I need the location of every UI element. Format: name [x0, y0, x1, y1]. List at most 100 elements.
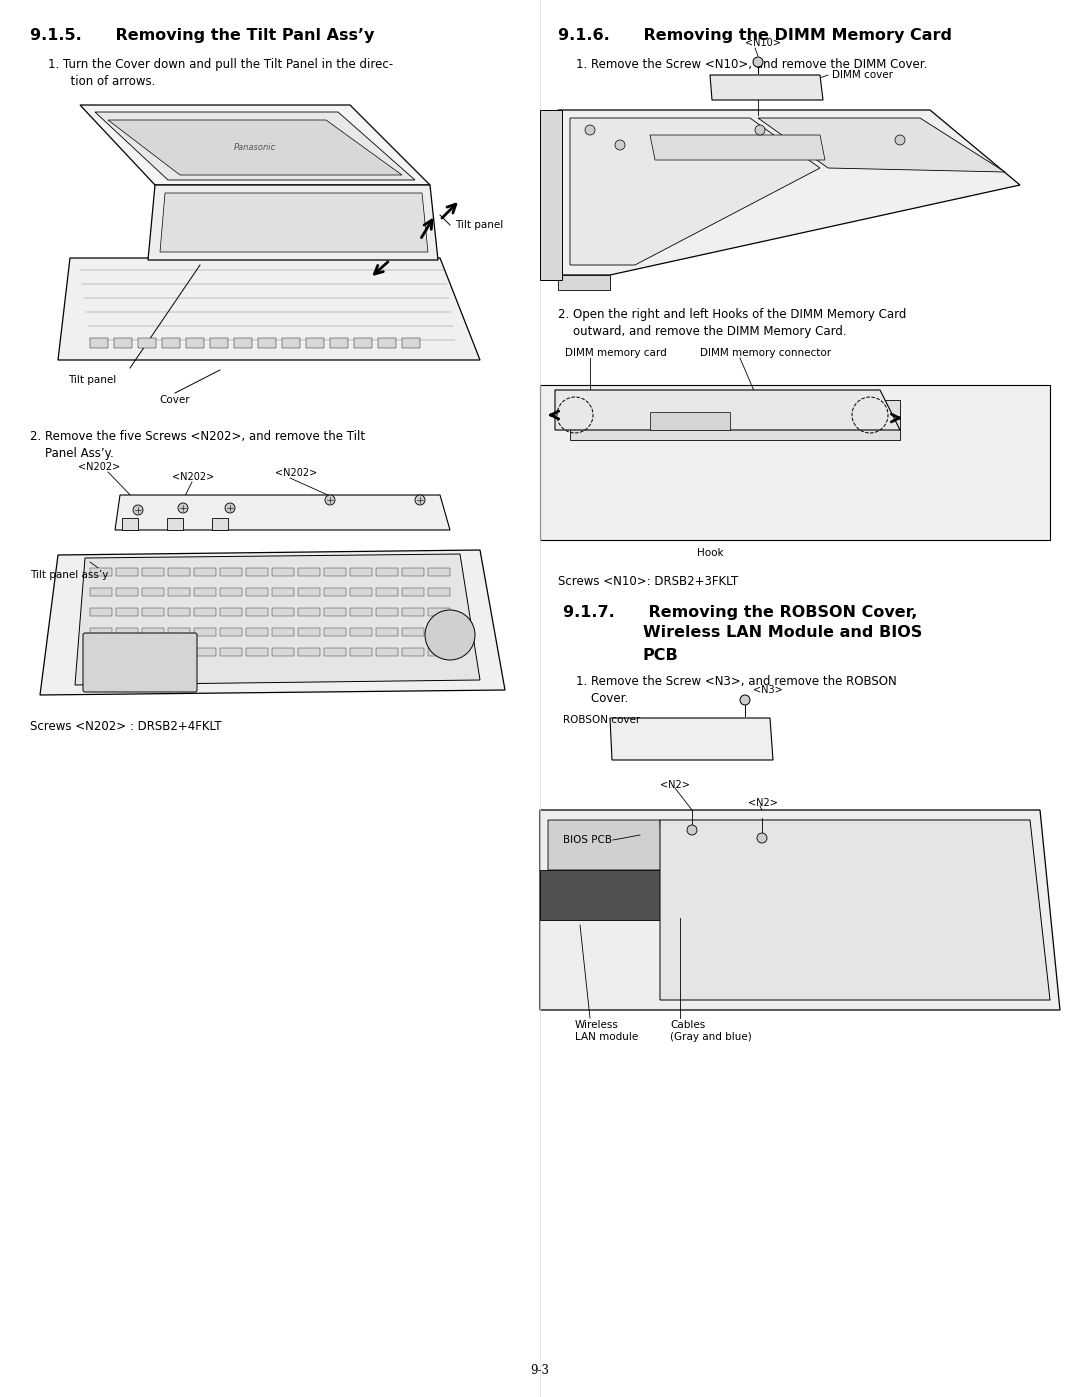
Bar	[402, 629, 424, 636]
Bar	[194, 588, 216, 597]
Bar	[298, 608, 320, 616]
FancyBboxPatch shape	[83, 633, 197, 692]
FancyBboxPatch shape	[354, 338, 372, 348]
Text: 2. Open the right and left Hooks of the DIMM Memory Card: 2. Open the right and left Hooks of the …	[558, 307, 906, 321]
Polygon shape	[548, 820, 662, 870]
Bar	[141, 608, 164, 616]
Circle shape	[757, 833, 767, 842]
Bar	[168, 569, 190, 576]
Circle shape	[615, 140, 625, 149]
FancyBboxPatch shape	[330, 338, 348, 348]
Bar	[650, 412, 730, 430]
Text: DIMM cover: DIMM cover	[832, 70, 893, 80]
Bar	[376, 608, 399, 616]
Bar	[116, 629, 138, 636]
FancyBboxPatch shape	[210, 338, 228, 348]
Bar	[141, 588, 164, 597]
Bar	[141, 629, 164, 636]
Polygon shape	[650, 136, 825, 161]
Bar	[298, 648, 320, 657]
Bar	[376, 569, 399, 576]
Text: outward, and remove the DIMM Memory Card.: outward, and remove the DIMM Memory Card…	[558, 326, 847, 338]
Bar	[272, 588, 294, 597]
Polygon shape	[40, 550, 505, 694]
Polygon shape	[540, 810, 1059, 1010]
Polygon shape	[75, 555, 480, 685]
Text: ROBSON cover: ROBSON cover	[563, 715, 640, 725]
Text: DIMM memory connector: DIMM memory connector	[700, 348, 832, 358]
Bar	[324, 608, 346, 616]
Text: 2. Remove the five Screws <N202>, and remove the Tilt: 2. Remove the five Screws <N202>, and re…	[30, 430, 365, 443]
Bar	[116, 569, 138, 576]
Bar	[220, 629, 242, 636]
Polygon shape	[108, 120, 402, 175]
Circle shape	[415, 495, 426, 504]
Bar	[324, 629, 346, 636]
Text: 1. Remove the Screw <N10>, and remove the DIMM Cover.: 1. Remove the Screw <N10>, and remove th…	[576, 59, 928, 71]
Circle shape	[753, 57, 762, 67]
Bar	[246, 588, 268, 597]
Bar	[428, 588, 450, 597]
Polygon shape	[148, 184, 438, 260]
Text: 9.1.5.      Removing the Tilt Panl Ass’y: 9.1.5. Removing the Tilt Panl Ass’y	[30, 28, 375, 43]
Bar	[220, 648, 242, 657]
Bar	[90, 569, 112, 576]
Bar	[220, 588, 242, 597]
Bar	[141, 569, 164, 576]
Circle shape	[755, 124, 765, 136]
Bar	[428, 569, 450, 576]
Bar	[350, 608, 372, 616]
Text: <N2>: <N2>	[748, 798, 778, 807]
Text: Tilt panel ass’y: Tilt panel ass’y	[30, 570, 108, 580]
Text: 1. Turn the Cover down and pull the Tilt Panel in the direc-: 1. Turn the Cover down and pull the Tilt…	[48, 59, 393, 71]
Text: Screws <N202> : DRSB2+4FKLT: Screws <N202> : DRSB2+4FKLT	[30, 719, 221, 733]
Circle shape	[740, 694, 750, 705]
Bar	[272, 569, 294, 576]
Text: Wireless LAN Module and BIOS: Wireless LAN Module and BIOS	[643, 624, 922, 640]
Bar	[220, 569, 242, 576]
Bar	[428, 608, 450, 616]
Bar	[298, 588, 320, 597]
Bar	[90, 608, 112, 616]
Circle shape	[133, 504, 143, 515]
Bar	[324, 648, 346, 657]
Text: BIOS PCB: BIOS PCB	[563, 835, 612, 845]
FancyBboxPatch shape	[282, 338, 300, 348]
Bar	[220, 608, 242, 616]
FancyBboxPatch shape	[114, 338, 132, 348]
Circle shape	[426, 610, 475, 659]
Bar	[428, 648, 450, 657]
Polygon shape	[540, 386, 1050, 541]
Bar	[402, 608, 424, 616]
Bar	[376, 588, 399, 597]
Bar	[246, 648, 268, 657]
Bar	[90, 629, 112, 636]
Text: 9.1.6.      Removing the DIMM Memory Card: 9.1.6. Removing the DIMM Memory Card	[558, 28, 951, 43]
Bar	[298, 569, 320, 576]
Bar	[350, 569, 372, 576]
Bar	[428, 629, 450, 636]
Bar	[272, 608, 294, 616]
FancyBboxPatch shape	[234, 338, 252, 348]
Text: Panasonic: Panasonic	[234, 144, 276, 152]
Bar	[122, 518, 138, 529]
Bar	[376, 648, 399, 657]
Bar	[141, 648, 164, 657]
Text: <N202>: <N202>	[172, 472, 214, 482]
Bar	[194, 648, 216, 657]
Circle shape	[687, 826, 697, 835]
Text: Screws <N10>: DRSB2+3FKLT: Screws <N10>: DRSB2+3FKLT	[558, 576, 739, 588]
Bar	[324, 569, 346, 576]
Bar	[246, 569, 268, 576]
Polygon shape	[570, 400, 900, 440]
FancyBboxPatch shape	[138, 338, 156, 348]
Text: Panel Ass’y.: Panel Ass’y.	[30, 447, 113, 460]
Polygon shape	[710, 75, 823, 101]
Text: PCB: PCB	[643, 648, 678, 664]
Bar	[168, 608, 190, 616]
Bar	[168, 588, 190, 597]
Polygon shape	[80, 105, 430, 184]
Bar	[168, 629, 190, 636]
Bar	[167, 518, 183, 529]
Polygon shape	[558, 275, 610, 291]
